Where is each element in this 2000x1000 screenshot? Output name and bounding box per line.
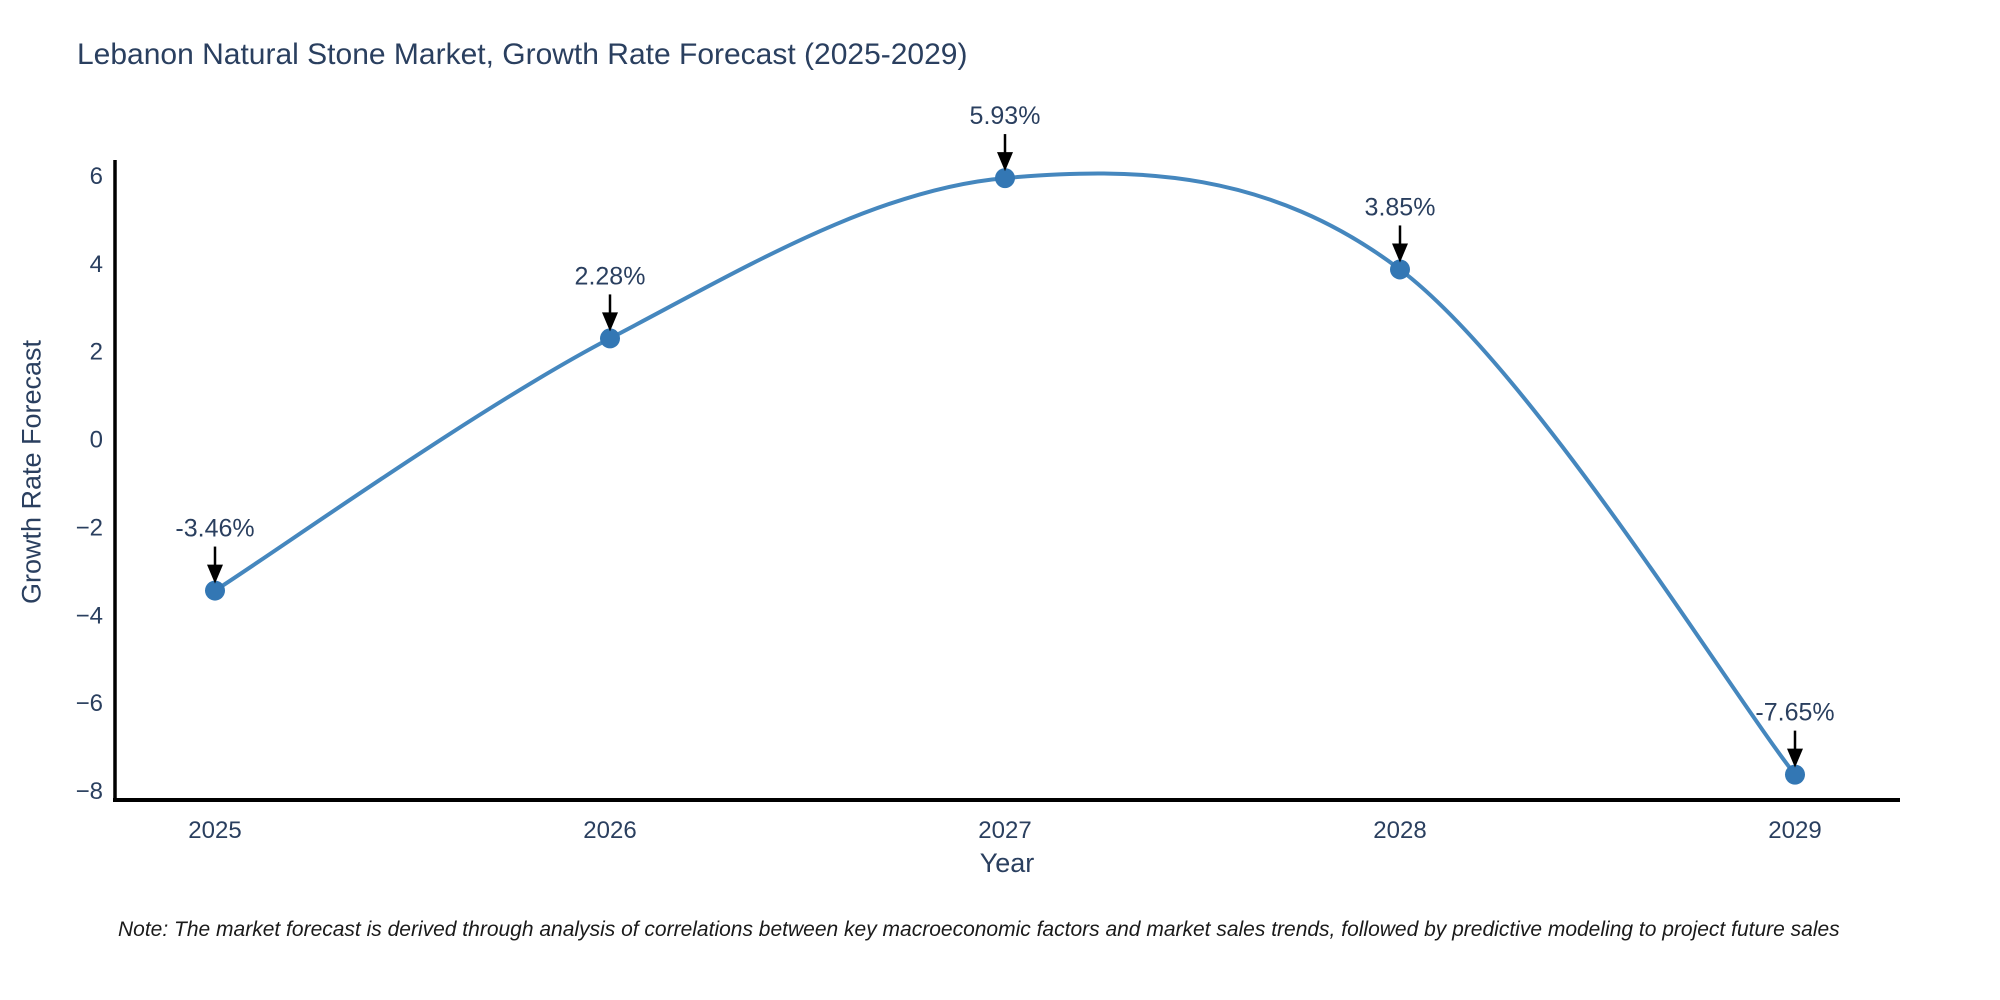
y-tick-label: 2 (90, 339, 103, 366)
x-tick-label: 2027 (978, 817, 1031, 844)
y-tick-label: 0 (90, 427, 103, 454)
annotation-label: -3.46% (175, 515, 254, 543)
annotation-label: 5.93% (970, 102, 1041, 130)
annotation-arrow-head (1787, 748, 1803, 768)
data-point-marker[interactable] (995, 168, 1015, 189)
y-tick-label: −8 (76, 778, 103, 805)
chart-title: Lebanon Natural Stone Market, Growth Rat… (77, 38, 968, 71)
annotation-label: 3.85% (1365, 193, 1436, 221)
annotation-arrow-head (207, 564, 223, 584)
x-tick-label: 2028 (1373, 817, 1426, 844)
data-point-marker[interactable] (1390, 259, 1410, 280)
annotation-label: 2.28% (575, 262, 646, 290)
data-point-marker[interactable] (1785, 764, 1805, 785)
x-axis-title: Year (979, 848, 1035, 878)
x-tick-label: 2026 (583, 817, 636, 844)
line-series (213, 171, 1797, 777)
y-tick-label: 6 (90, 163, 103, 190)
annotation-arrow-head (602, 312, 618, 332)
data-point-marker[interactable] (600, 328, 620, 349)
y-tick-label: −6 (76, 690, 103, 717)
x-tick-label: 2029 (1768, 817, 1821, 844)
data-point-marker[interactable] (205, 580, 225, 601)
annotation-arrow-head (997, 152, 1013, 172)
annotation-arrow-head (1392, 243, 1408, 263)
y-tick-label: 4 (90, 251, 103, 278)
x-tick-label: 2025 (188, 817, 241, 844)
y-tick-label: −4 (76, 602, 103, 629)
y-tick-label: −2 (76, 514, 103, 541)
annotation-label: -7.65% (1755, 699, 1834, 727)
footnote: Note: The market forecast is derived thr… (118, 918, 1840, 941)
